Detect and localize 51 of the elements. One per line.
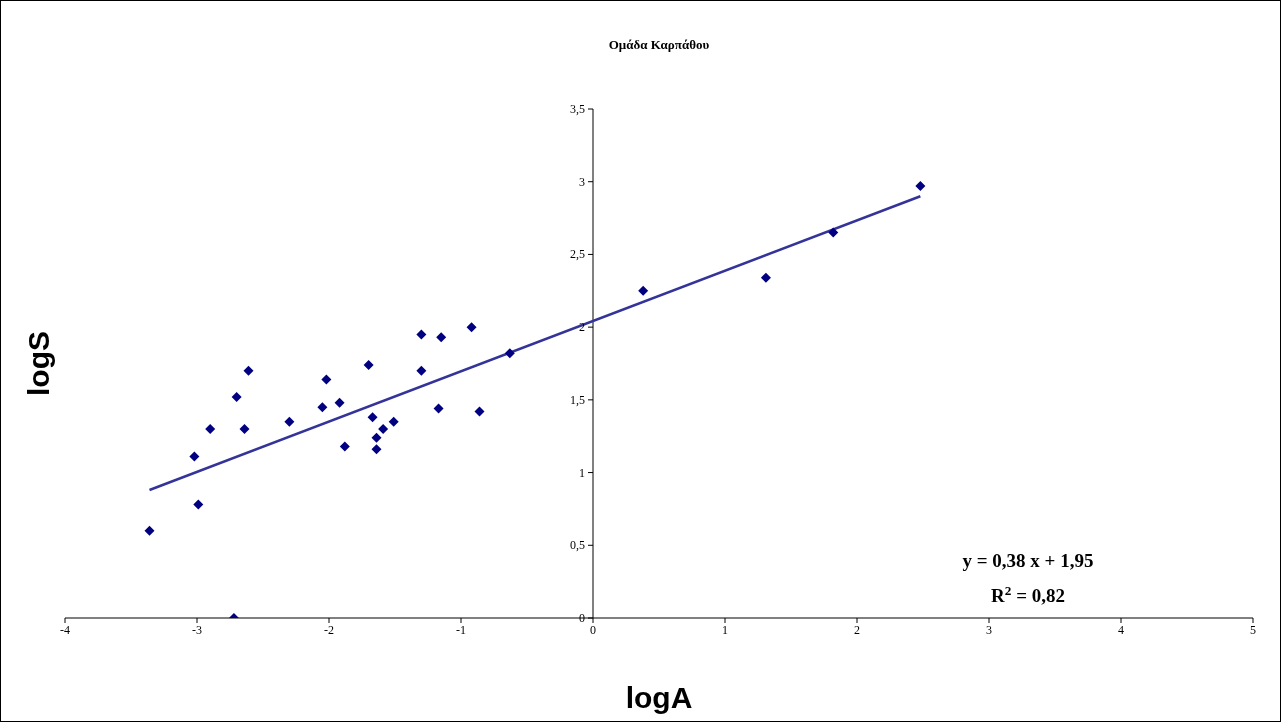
point <box>416 329 427 340</box>
point <box>416 365 427 376</box>
annotation: R$^{2}$ = 0,82 <box>991 582 1065 606</box>
point <box>334 397 345 408</box>
x-tick-label: 5 <box>1250 622 1256 637</box>
y-tick-label: 3,5 <box>570 102 585 116</box>
point <box>189 451 200 462</box>
x-tick-label: 4 <box>1118 622 1124 637</box>
point <box>317 402 328 413</box>
x-tick-label: 0 <box>590 622 596 637</box>
y-tick-label: 0,5 <box>570 538 585 553</box>
annotation: y = 0,38 x + 1,95 <box>962 550 1094 571</box>
x-tick-label: -4 <box>60 622 70 637</box>
point <box>433 403 444 414</box>
x-tick-label: 2 <box>854 622 860 637</box>
point <box>504 348 515 359</box>
point <box>466 322 477 333</box>
x-tick-label: 1 <box>722 622 728 637</box>
point <box>828 227 839 238</box>
point <box>363 359 374 370</box>
point <box>144 525 155 536</box>
point <box>474 406 485 417</box>
y-tick-label: 1,5 <box>570 392 585 407</box>
x-axis-title: logA <box>625 681 693 714</box>
y-tick-label: 0 <box>579 611 585 625</box>
point <box>231 391 242 402</box>
point <box>239 423 250 434</box>
x-tick-label: -2 <box>324 622 334 637</box>
y-axis-title: logS <box>22 331 55 396</box>
x-tick-label: -3 <box>192 622 202 637</box>
point <box>378 423 389 434</box>
x-tick-label: -1 <box>456 622 466 637</box>
point <box>284 416 295 427</box>
point <box>193 499 204 510</box>
point <box>321 374 332 385</box>
x-tick-label: 3 <box>986 622 992 637</box>
point <box>243 365 254 376</box>
point <box>339 441 350 452</box>
point <box>371 444 382 455</box>
point <box>371 432 382 443</box>
point <box>638 285 649 296</box>
point <box>436 332 447 343</box>
point <box>388 416 399 427</box>
point <box>205 423 216 434</box>
point <box>760 272 771 283</box>
point <box>915 181 926 192</box>
y-tick-label: 3 <box>579 174 585 189</box>
point <box>367 412 378 423</box>
chart-title: Ομάδα Καρπάθου <box>608 37 710 52</box>
y-tick-label: 1 <box>579 465 585 480</box>
y-tick-label: 2,5 <box>570 247 585 262</box>
